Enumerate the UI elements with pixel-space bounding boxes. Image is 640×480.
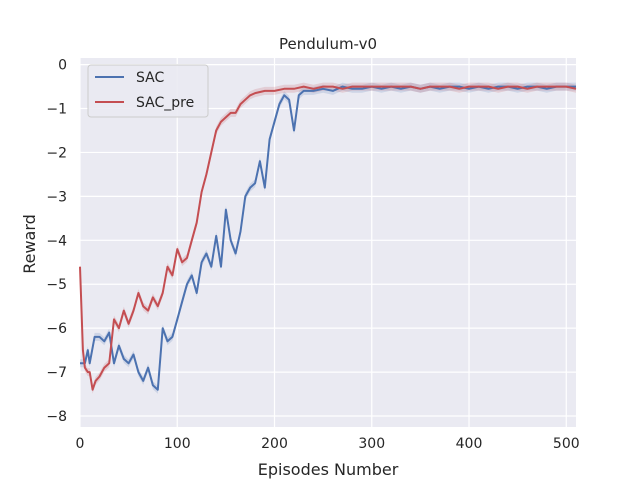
legend-label-sac: SAC <box>136 70 164 86</box>
series-lines <box>79 85 577 391</box>
y-tick-label: −4 <box>46 233 67 249</box>
y-tick-labels: 0 −1 −2 −3 −4 −5 −6 −7 −8 <box>46 58 67 425</box>
x-tick-label: 300 <box>358 436 385 452</box>
x-axis-title: Episodes Number <box>258 460 399 479</box>
x-tick-labels: 0 100 200 300 400 500 <box>76 436 580 452</box>
y-tick-label: −3 <box>46 189 67 205</box>
y-axis-title: Reward <box>20 214 39 274</box>
y-tick-label: −8 <box>46 409 67 425</box>
legend: SAC SAC_pre <box>87 64 209 118</box>
x-tick-label: 200 <box>261 436 288 452</box>
y-tick-label: −2 <box>46 145 67 161</box>
y-tick-label: −7 <box>46 365 67 381</box>
x-tick-label: 400 <box>456 436 483 452</box>
plot-background <box>80 58 576 427</box>
series-line-sac-pre <box>79 85 577 391</box>
legend-label-sac-pre: SAC_pre <box>136 95 194 111</box>
series-line-sac <box>80 85 576 391</box>
y-tick-label: −5 <box>46 277 67 293</box>
x-tick-label: 500 <box>553 436 580 452</box>
y-tick-label: 0 <box>58 58 67 74</box>
x-tick-label: 100 <box>164 436 191 452</box>
x-tick-label: 0 <box>76 436 85 452</box>
y-tick-label: −6 <box>46 321 67 337</box>
chart-title: Pendulum-v0 <box>279 35 377 53</box>
y-tick-label: −1 <box>46 102 67 118</box>
